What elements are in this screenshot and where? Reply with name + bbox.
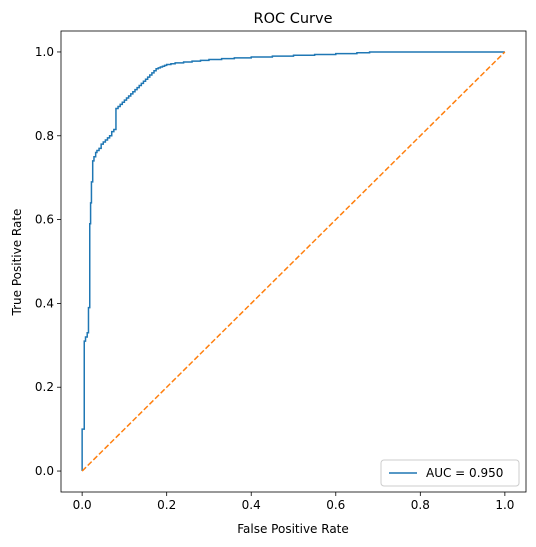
chart-title: ROC Curve xyxy=(254,11,333,27)
y-tick-label: 1.0 xyxy=(35,45,54,59)
x-tick-label: 1.0 xyxy=(495,498,514,512)
y-tick-label: 0.0 xyxy=(35,464,54,478)
x-axis-ticks: 0.0 0.2 0.4 0.6 0.8 1.0 xyxy=(73,492,514,512)
y-tick-label: 0.6 xyxy=(35,213,54,227)
y-axis-ticks: 0.0 0.2 0.4 0.6 0.8 1.0 xyxy=(35,45,61,478)
x-axis-label: False Positive Rate xyxy=(237,522,349,536)
roc-curve-line xyxy=(81,51,505,472)
y-axis-label: True Positive Rate xyxy=(10,209,24,317)
y-tick-label: 0.8 xyxy=(35,129,54,143)
x-tick-label: 0.0 xyxy=(73,498,92,512)
legend-box xyxy=(380,459,520,487)
series-layer xyxy=(81,51,506,472)
plot-area xyxy=(60,30,527,493)
y-tick-label: 0.4 xyxy=(35,296,54,310)
chance-diagonal-line xyxy=(81,51,506,472)
x-tick-label: 0.4 xyxy=(242,498,261,512)
legend: AUC = 0.950 xyxy=(380,459,520,487)
x-tick-label: 0.6 xyxy=(326,498,345,512)
y-tick-label: 0.2 xyxy=(35,380,54,394)
x-tick-label: 0.2 xyxy=(157,498,176,512)
x-tick-label: 0.8 xyxy=(411,498,430,512)
axes-frame xyxy=(60,30,527,493)
legend-label: AUC = 0.950 xyxy=(426,466,503,480)
